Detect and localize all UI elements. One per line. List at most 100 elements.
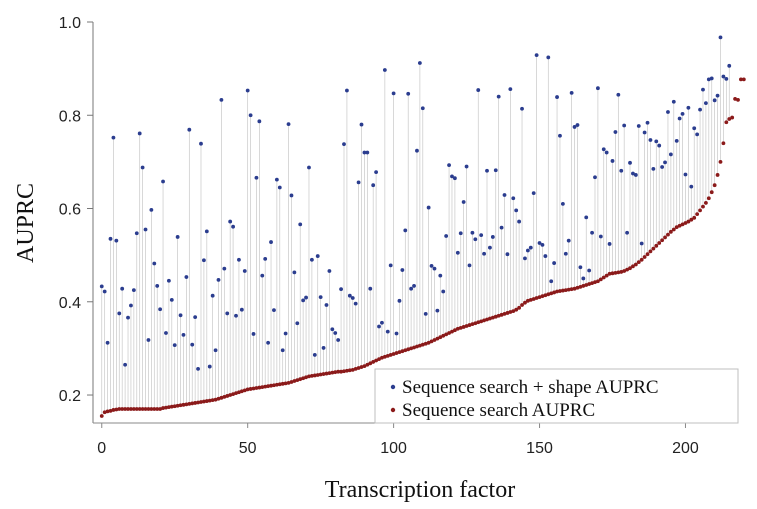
point-sequence-shape (715, 93, 720, 98)
point-sequence-shape (417, 61, 422, 65)
point-sequence-shape (671, 99, 676, 104)
point-sequence-shape (345, 88, 349, 93)
point-sequence-shape (137, 131, 142, 136)
point-sequence-search (222, 394, 227, 399)
point-sequence-search (155, 407, 160, 411)
point-sequence-search (596, 279, 600, 284)
point-sequence-search (549, 291, 554, 296)
y-ticks: 0.2 0.4 0.6 0.8 1.0 (59, 15, 93, 405)
point-sequence-shape (523, 256, 527, 261)
point-sequence-search (429, 339, 434, 344)
point-sequence-search (426, 340, 431, 345)
point-sequence-shape (374, 170, 378, 175)
point-sequence-search (403, 348, 408, 353)
point-sequence-search (283, 381, 288, 386)
point-sequence-search (181, 402, 186, 407)
point-sequence-search (298, 377, 303, 382)
point-sequence-search (718, 159, 723, 164)
point-sequence-shape (575, 123, 580, 127)
point-sequence-search (102, 410, 107, 415)
point-sequence-search (575, 285, 580, 290)
point-sequence-shape (342, 142, 346, 147)
point-sequence-shape (435, 308, 440, 313)
point-sequence-search (126, 407, 130, 411)
point-sequence-search (601, 275, 606, 280)
point-sequence-shape (581, 276, 586, 281)
point-sequence-search (353, 367, 358, 371)
point-sequence-search (607, 271, 612, 276)
point-sequence-shape (569, 90, 574, 95)
point-sequence-shape (129, 303, 133, 308)
point-sequence-shape (534, 53, 539, 58)
point-sequence-search (263, 384, 268, 389)
point-sequence-shape (257, 119, 262, 124)
point-sequence-search (467, 323, 472, 327)
point-sequence-search (234, 391, 238, 396)
point-sequence-search (254, 386, 259, 390)
point-sequence-shape (269, 240, 273, 244)
point-sequence-search (108, 408, 113, 413)
point-sequence-shape (102, 289, 107, 294)
point-sequence-search (178, 403, 183, 408)
point-sequence-search (248, 387, 253, 391)
point-sequence-shape (438, 273, 443, 278)
point-sequence-search (269, 383, 273, 388)
point-sequence-search (525, 298, 530, 303)
point-sequence-search (307, 374, 311, 379)
point-sequence-shape (657, 143, 662, 148)
point-sequence-search (105, 409, 110, 414)
point-sequence-search (482, 318, 486, 323)
point-sequence-search (400, 349, 405, 354)
point-sequence-shape (99, 284, 104, 289)
point-sequence-search (680, 222, 685, 227)
point-sequence-search (642, 255, 647, 259)
point-sequence-search (546, 292, 551, 297)
point-sequence-shape (476, 88, 481, 92)
point-sequence-shape (321, 346, 326, 350)
point-sequence-search (359, 365, 364, 369)
point-sequence-shape (674, 139, 679, 143)
point-sequence-search (295, 378, 300, 383)
point-sequence-shape (149, 208, 154, 212)
point-sequence-search (374, 358, 378, 363)
point-sequence-search (158, 407, 163, 411)
point-sequence-search (455, 326, 460, 331)
point-sequence-shape (648, 138, 653, 142)
point-sequence-shape (318, 295, 323, 300)
point-sequence-search (473, 321, 478, 326)
point-sequence-shape (461, 200, 466, 204)
point-sequence-shape (175, 235, 180, 239)
point-sequence-shape (455, 250, 460, 255)
point-sequence-search (485, 317, 489, 322)
point-sequence-shape (266, 340, 271, 345)
point-sequence-shape (190, 342, 195, 347)
point-sequence-search (625, 267, 629, 272)
point-sequence-search (321, 372, 326, 376)
point-sequence-search (686, 219, 691, 224)
point-sequence-shape (377, 324, 381, 329)
point-sequence-shape (683, 172, 688, 177)
point-sequence-shape (482, 251, 486, 256)
point-sequence-search (277, 382, 282, 387)
point-sequence-search (566, 287, 571, 292)
point-sequence-shape (642, 130, 647, 135)
point-sequence-shape (467, 263, 472, 268)
point-sequence-shape (496, 94, 501, 99)
point-sequence-search (172, 404, 177, 409)
point-sequence-shape (388, 263, 393, 268)
point-sequence-search (301, 376, 306, 381)
point-sequence-shape (651, 166, 656, 171)
point-sequence-search (120, 407, 125, 411)
point-sequence-search (286, 381, 291, 385)
point-sequence-shape (152, 261, 157, 266)
point-sequence-shape (172, 343, 177, 348)
stems-layer (101, 37, 730, 417)
point-sequence-shape (301, 298, 306, 303)
point-sequence-shape (289, 193, 294, 198)
point-sequence-search (622, 269, 627, 273)
point-sequence-search (111, 408, 116, 412)
point-sequence-shape (654, 139, 659, 144)
point-sequence-shape (636, 124, 641, 128)
point-sequence-search (199, 400, 203, 404)
point-sequence-shape (450, 174, 454, 179)
